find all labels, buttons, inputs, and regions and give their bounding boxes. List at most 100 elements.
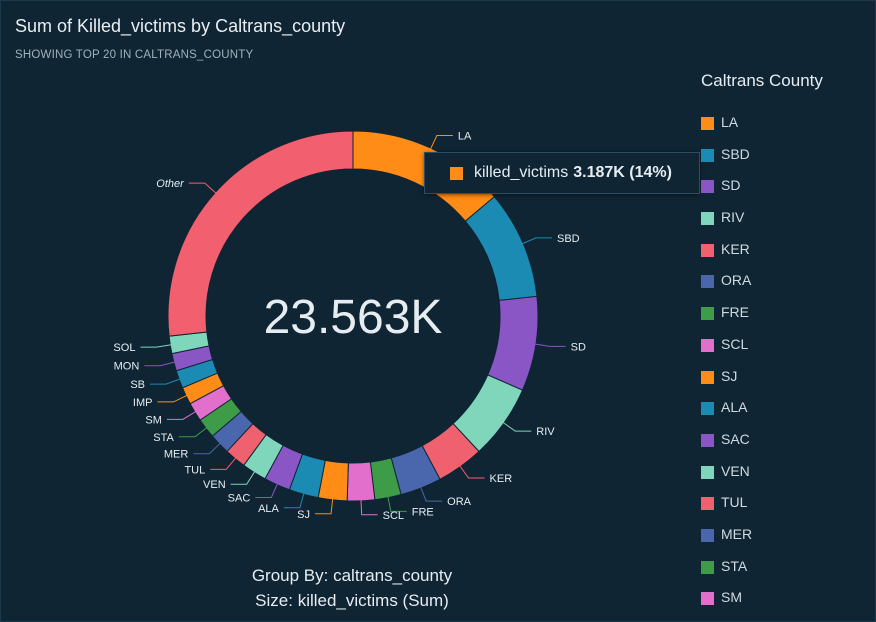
slice-label: TUL <box>184 464 205 476</box>
leader-line <box>360 498 378 516</box>
leader-line <box>140 344 173 348</box>
legend-label: SM <box>721 589 742 606</box>
tooltip-series-label: killed_victims <box>474 164 569 181</box>
legend-label: ALA <box>721 399 748 416</box>
leader-line <box>501 421 532 432</box>
legend-label: SJ <box>721 367 738 384</box>
slice-label: KER <box>490 473 513 485</box>
legend-item[interactable]: SAC <box>701 431 752 463</box>
slice-label: SM <box>145 414 162 426</box>
legend-label: SBD <box>721 145 750 162</box>
donut-slice-scl[interactable] <box>346 461 376 502</box>
legend-swatch <box>701 148 714 162</box>
legend-item[interactable]: STA <box>701 558 752 590</box>
slice-label: Other <box>156 178 185 190</box>
legend-swatch <box>701 307 714 321</box>
legend-label: KER <box>721 240 750 257</box>
legend-item[interactable]: TUL <box>701 494 752 526</box>
leader-line <box>521 237 553 245</box>
leader-line <box>533 343 566 347</box>
leader-line <box>144 361 176 367</box>
leader-line <box>429 135 453 151</box>
legend-item[interactable]: FRE <box>701 304 752 336</box>
group-by-label: Group By: caltrans_county <box>251 566 453 585</box>
legend-label: RIV <box>721 209 745 226</box>
leader-line <box>210 456 237 470</box>
legend-label: STA <box>721 557 748 574</box>
legend-label: MER <box>721 525 753 542</box>
legend-item[interactable]: VEN <box>701 463 752 495</box>
legend-swatch <box>701 560 714 574</box>
donut-slice-other[interactable] <box>167 130 354 337</box>
leader-line <box>166 410 197 420</box>
chart-title: Sum of Killed_victims by Caltrans_county <box>15 16 346 36</box>
donut-total: 23.563K <box>264 291 443 344</box>
slice-label: VEN <box>203 479 226 491</box>
legend-item[interactable]: SJ <box>701 368 752 400</box>
leader-line <box>230 470 256 485</box>
legend-item[interactable]: SD <box>701 177 752 209</box>
slice-label: SD <box>571 341 586 353</box>
tooltip: killed_victims 3.187K (14%) <box>424 152 700 194</box>
legend: LA SBD SD RIV KER ORA FRE SCL SJ ALA SAC VEN TUL MER S… <box>701 114 752 621</box>
legend-swatch <box>701 338 714 352</box>
leader-line <box>188 182 218 195</box>
leader-line <box>193 442 222 455</box>
slice-label: MER <box>164 449 189 461</box>
legend-item[interactable]: MER <box>701 526 752 558</box>
slice-label: ORA <box>447 496 472 508</box>
legend-label: SCL <box>721 335 749 352</box>
legend-swatch <box>701 528 714 542</box>
legend-item[interactable]: ALA <box>701 399 752 431</box>
legend-swatch <box>701 212 714 226</box>
legend-swatch <box>701 275 714 289</box>
slice-label: IMP <box>133 397 153 409</box>
slice-label: ALA <box>258 503 279 515</box>
leader-line <box>157 394 189 403</box>
legend-swatch <box>701 497 714 511</box>
chart-subtitle: SHOWING TOP 20 IN CALTRANS_COUNTY <box>15 49 254 61</box>
legend-label: VEN <box>721 462 750 479</box>
leader-line <box>315 497 334 515</box>
tooltip-value: 3.187K (14%) <box>573 164 672 181</box>
size-label: Size: killed_victims (Sum) <box>255 591 449 610</box>
legend-item[interactable]: LA <box>701 114 752 146</box>
legend-label: FRE <box>721 304 749 321</box>
slice-label: RIV <box>536 426 555 438</box>
tooltip-swatch <box>450 166 463 180</box>
slice-label: SAC <box>228 492 251 504</box>
donut-slice-sd[interactable] <box>487 295 539 391</box>
leader-line <box>458 464 485 479</box>
legend-label: SD <box>721 177 741 194</box>
legend-title: Caltrans County <box>701 71 823 90</box>
leader-line <box>283 492 305 509</box>
leader-line <box>387 495 407 512</box>
legend-item[interactable]: SM <box>701 589 752 621</box>
legend-swatch <box>701 117 714 130</box>
legend-swatch <box>701 592 714 606</box>
legend-item[interactable]: KER <box>701 241 752 273</box>
legend-swatch <box>701 402 714 416</box>
legend-label: LA <box>721 114 739 130</box>
legend-item[interactable]: ORA <box>701 272 752 304</box>
legend-label: ORA <box>721 272 752 289</box>
legend-item[interactable]: SCL <box>701 336 752 368</box>
legend-label: TUL <box>721 494 748 511</box>
slice-label: STA <box>153 432 174 444</box>
slice-label: LA <box>458 131 472 143</box>
slice-label: SBD <box>557 233 580 245</box>
slice-label: SB <box>130 379 145 391</box>
slice-label: SOL <box>113 342 135 354</box>
donut-slice-sbd[interactable] <box>464 195 538 301</box>
slice-label: MON <box>114 361 140 373</box>
legend-swatch <box>701 433 714 447</box>
legend-item[interactable]: RIV <box>701 209 752 241</box>
leader-line <box>150 378 182 385</box>
leader-line <box>255 482 279 498</box>
slice-label: SCL <box>383 510 404 522</box>
leader-line <box>178 426 208 438</box>
legend-swatch <box>701 180 714 194</box>
slice-label: SJ <box>297 509 310 521</box>
legend-item[interactable]: SBD <box>701 146 752 178</box>
